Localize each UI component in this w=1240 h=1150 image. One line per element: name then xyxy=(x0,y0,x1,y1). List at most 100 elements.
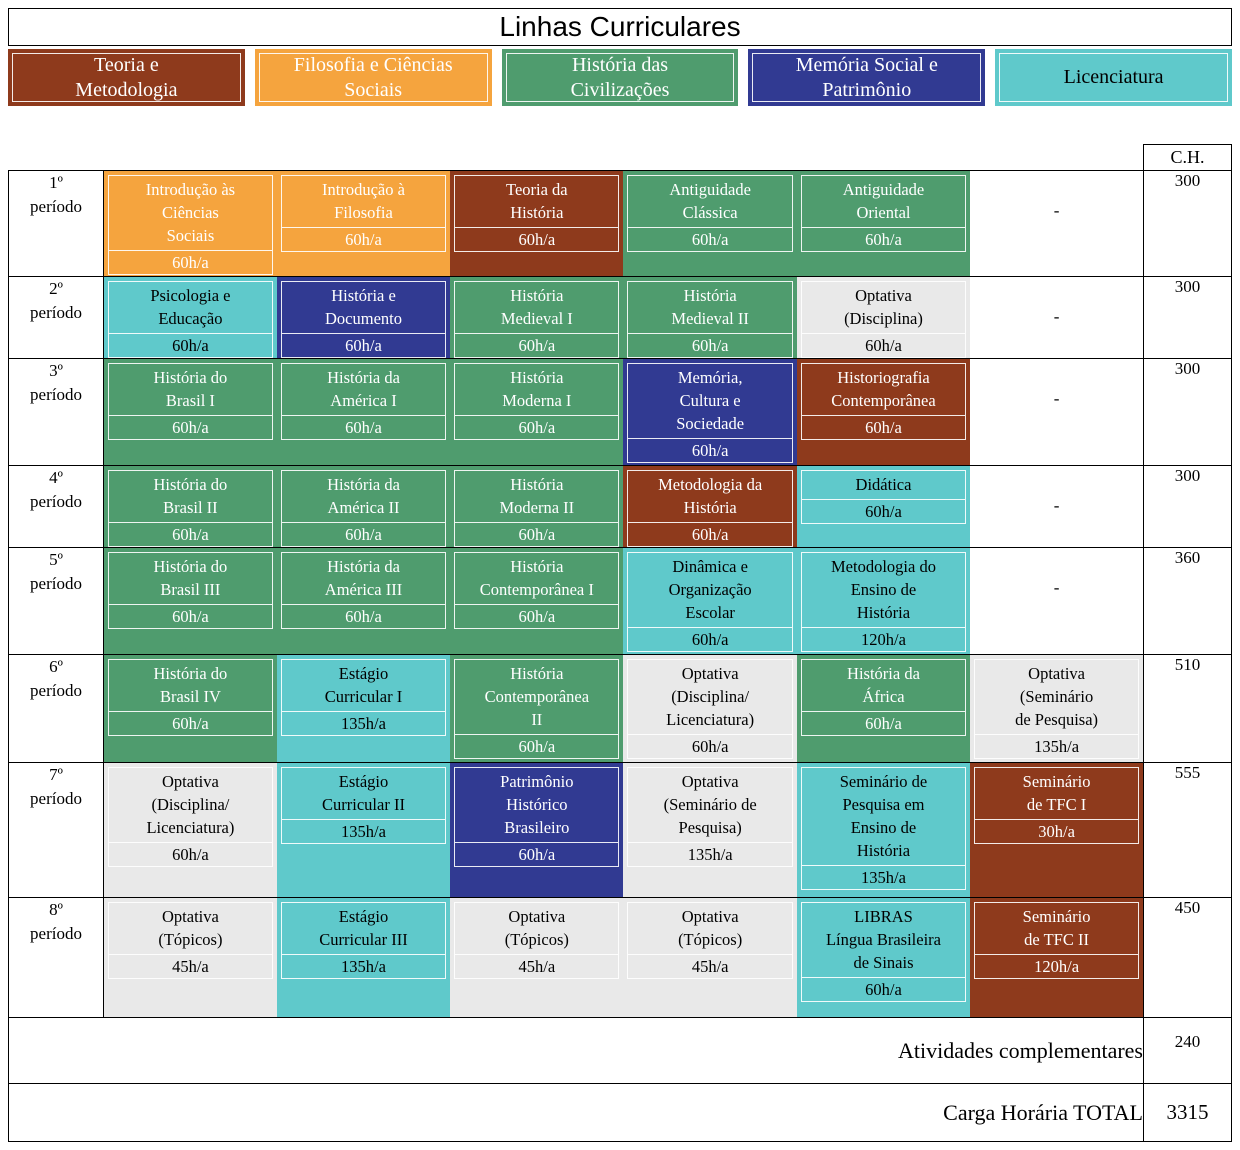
course-hours: 60h/a xyxy=(281,227,446,251)
course-name: Optativa (Tópicos) xyxy=(158,907,223,949)
period-label: 5º período xyxy=(8,547,104,655)
course-box: História Contemporânea II 60h/a xyxy=(454,659,620,759)
course-hours: 135h/a xyxy=(801,865,966,889)
period-row-4: 4º período História do Brasil II 60h/a Hist… xyxy=(8,465,1232,548)
course-name: Patrimônio Histórico Brasileiro xyxy=(500,772,574,837)
period-row-3: 3º período História do Brasil I 60h/a Histó… xyxy=(8,358,1232,466)
course-hours: 60h/a xyxy=(628,627,792,651)
period-row-5: 5º período História do Brasil III 60h/a His… xyxy=(8,547,1232,655)
course-cell: História do Brasil IV 60h/a xyxy=(103,654,277,763)
legend-item-teoria: Teoria e Metodologia xyxy=(8,49,245,106)
empty-placeholder: - xyxy=(1053,389,1060,408)
course-hours: 60h/a xyxy=(281,522,446,546)
course-hours: 135h/a xyxy=(975,734,1138,758)
course-name: Historiografia Contemporânea xyxy=(831,368,936,410)
ch-value: 300 xyxy=(1143,276,1232,359)
course-box: História Medieval II 60h/a xyxy=(627,281,793,358)
course-box: Optativa (Tópicos) 45h/a xyxy=(108,902,273,979)
course-cell: História e Documento 60h/a xyxy=(276,276,451,359)
course-name: Seminário de TFC II xyxy=(1022,907,1091,949)
period-row-7: 7º período Optativa (Disciplina/ Licencia… xyxy=(8,762,1232,898)
course-box: História do Brasil III 60h/a xyxy=(108,552,273,629)
legend-item-licenciatura: Licenciatura xyxy=(995,49,1232,106)
period-label: 7º período xyxy=(8,762,104,898)
course-hours: 60h/a xyxy=(801,415,966,439)
course-name: História e Documento xyxy=(325,286,402,328)
course-box: História do Brasil IV 60h/a xyxy=(108,659,273,736)
course-hours: 60h/a xyxy=(801,333,966,357)
course-cell: História Contemporânea I 60h/a xyxy=(450,547,624,655)
course-hours: 60h/a xyxy=(801,499,966,523)
course-name: Seminário de TFC I xyxy=(1022,772,1091,814)
course-cell: Seminário de TFC II 120h/a xyxy=(970,897,1144,1018)
course-box: História do Brasil I 60h/a xyxy=(108,363,273,440)
period-row-1: 1º período Introdução às Ciências Sociais… xyxy=(8,170,1232,277)
course-hours: 45h/a xyxy=(455,954,619,978)
summary-row-1: Carga Horária TOTAL 3315 xyxy=(8,1083,1232,1142)
summary-value: 240 xyxy=(1143,1017,1232,1084)
course-box: História Moderna II 60h/a xyxy=(454,470,620,547)
course-cell: Memória, Cultura e Sociedade 60h/a xyxy=(623,358,797,466)
empty-placeholder: - xyxy=(1053,307,1060,326)
ch-value: 510 xyxy=(1143,654,1232,763)
course-cell: - xyxy=(970,358,1144,466)
summary-row-0: Atividades complementares 240 xyxy=(8,1017,1232,1084)
course-name: História da América III xyxy=(324,557,403,599)
course-cell: - xyxy=(970,465,1144,548)
course-name: Optativa (Disciplina/ Licenciatura) xyxy=(666,664,755,729)
course-hours: 60h/a xyxy=(628,522,792,546)
course-cell: Antiguidade Clássica 60h/a xyxy=(623,170,797,277)
course-cell: História Medieval I 60h/a xyxy=(450,276,624,359)
header-spacer xyxy=(9,145,1144,171)
course-name: Antiguidade Oriental xyxy=(842,180,925,222)
course-box: Optativa (Tópicos) 45h/a xyxy=(454,902,620,979)
course-name: História Contemporânea I xyxy=(479,557,594,599)
course-box: Metodologia do Ensino de História 120h/a xyxy=(800,552,967,652)
course-cell: História Moderna II 60h/a xyxy=(450,465,624,548)
course-name: História Medieval I xyxy=(500,286,573,328)
course-box: Didática 60h/a xyxy=(800,470,967,524)
course-hours: 135h/a xyxy=(281,819,446,843)
course-box: Estágio Curricular II 135h/a xyxy=(280,767,447,844)
course-name: Metodologia do Ensino de História xyxy=(831,557,936,622)
summary-value: 3315 xyxy=(1143,1083,1232,1142)
header-row: C.H. xyxy=(9,144,1232,171)
course-hours: 135h/a xyxy=(628,842,792,866)
curriculum-table: C.H. 1º período Introdução às Ciências So… xyxy=(8,144,1232,1142)
course-cell: Introdução às Ciências Sociais 60h/a xyxy=(103,170,277,277)
curriculum-table-body: 1º período Introdução às Ciências Sociais… xyxy=(8,170,1232,1018)
course-hours: 60h/a xyxy=(109,415,272,439)
ch-header: C.H. xyxy=(1143,144,1232,171)
course-cell: Introdução à Filosofia 60h/a xyxy=(276,170,451,277)
course-hours: 120h/a xyxy=(975,954,1138,978)
course-box: Seminário de TFC II 120h/a xyxy=(974,902,1139,979)
course-hours: 135h/a xyxy=(281,711,446,735)
course-hours: 60h/a xyxy=(109,842,272,866)
course-cell: História do Brasil III 60h/a xyxy=(103,547,277,655)
course-box: Seminário de TFC I 30h/a xyxy=(974,767,1139,844)
course-hours: 60h/a xyxy=(801,977,966,1001)
course-hours: 60h/a xyxy=(455,415,619,439)
course-box: Seminário de Pesquisa em Ensino de Histó… xyxy=(800,767,967,890)
ch-value: 300 xyxy=(1143,170,1232,277)
course-cell: Historiografia Contemporânea 60h/a xyxy=(796,358,971,466)
course-name: Didática xyxy=(855,475,912,494)
course-hours: 135h/a xyxy=(281,954,446,978)
course-box: Optativa (Disciplina) 60h/a xyxy=(800,281,967,358)
course-hours: 60h/a xyxy=(281,604,446,628)
course-box: LIBRAS Língua Brasileira de Sinais 60h/a xyxy=(800,902,967,1002)
course-cell: História do Brasil II 60h/a xyxy=(103,465,277,548)
period-label: 2º período xyxy=(8,276,104,359)
course-cell: História da América I 60h/a xyxy=(276,358,451,466)
period-label: 1º período xyxy=(8,170,104,277)
empty-placeholder: - xyxy=(1053,201,1060,220)
course-cell: Seminário de TFC I 30h/a xyxy=(970,762,1144,898)
course-box: Optativa (Seminário de Pesquisa) 135h/a xyxy=(974,659,1139,759)
course-cell: Estágio Curricular II 135h/a xyxy=(276,762,451,898)
course-name: Introdução às Ciências Sociais xyxy=(145,180,236,245)
course-cell: Patrimônio Histórico Brasileiro 60h/a xyxy=(450,762,624,898)
course-name: Optativa (Disciplina/ Licenciatura) xyxy=(146,772,235,837)
course-cell: Antiguidade Oriental 60h/a xyxy=(796,170,971,277)
course-cell: Dinâmica e Organização Escolar 60h/a xyxy=(623,547,797,655)
course-cell: Metodologia do Ensino de História 120h/a xyxy=(796,547,971,655)
